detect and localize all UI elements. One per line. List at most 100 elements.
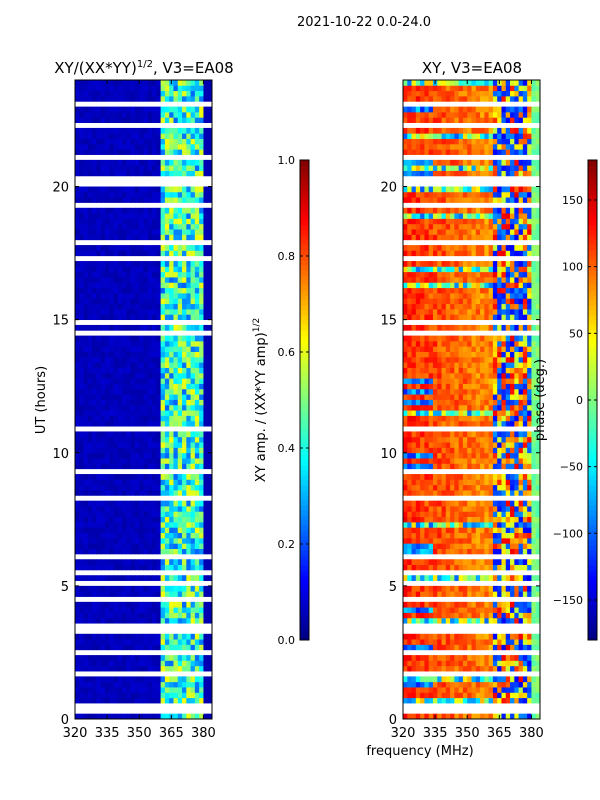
heatmap-cell — [407, 575, 412, 581]
heatmap-cell — [437, 601, 442, 608]
heatmap-cell — [156, 692, 162, 699]
heatmap-cell — [510, 532, 515, 539]
heatmap-cell — [432, 490, 438, 496]
heatmap-cell — [403, 356, 408, 363]
heatmap-cell — [87, 394, 93, 400]
heatmap-cell — [83, 234, 89, 241]
heatmap-cell — [190, 559, 196, 565]
heatmap-cell — [177, 506, 183, 512]
heatmap-cell — [501, 410, 507, 416]
heatmap-cell — [134, 436, 140, 443]
heatmap-cell — [531, 474, 537, 480]
heatmap-cell — [458, 372, 464, 379]
heatmap-cell — [139, 378, 144, 384]
heatmap-cell — [87, 303, 93, 310]
heatmap-cell — [173, 490, 179, 496]
heatmap-cell — [428, 585, 434, 592]
heatmap-cell — [177, 346, 183, 352]
heatmap-cell — [407, 713, 412, 720]
heatmap-cell — [432, 410, 438, 416]
heatmap-cell — [527, 346, 532, 352]
heatmap-cell — [441, 655, 447, 661]
heatmap-cell — [83, 601, 89, 608]
heatmap-cell — [190, 681, 196, 688]
heatmap-cell — [143, 415, 149, 422]
heatmap-cell — [147, 362, 153, 368]
heatmap-cell — [450, 442, 455, 448]
heatmap-cell — [424, 500, 430, 507]
heatmap-cell — [403, 601, 408, 608]
heatmap-cell — [432, 697, 438, 704]
heatmap-cell — [407, 506, 412, 512]
heatmap-cell — [182, 537, 187, 544]
heatmap-cell — [415, 521, 421, 528]
heatmap-cell — [87, 479, 93, 486]
heatmap-cell — [415, 415, 421, 422]
heatmap-cell — [420, 410, 425, 416]
heatmap-cell — [488, 692, 494, 699]
heatmap-cell — [203, 90, 209, 97]
heatmap-cell — [109, 713, 114, 720]
heatmap-cell — [134, 665, 140, 672]
heatmap-cell — [467, 617, 472, 624]
heatmap-cell — [83, 639, 89, 645]
heatmap-cell — [83, 532, 89, 539]
heatmap-cell — [467, 335, 472, 342]
heatmap-cell — [117, 506, 123, 512]
heatmap-cell — [117, 229, 123, 235]
heatmap-cell — [164, 575, 170, 581]
heatmap-cell — [122, 143, 127, 150]
heatmap-cell — [467, 474, 472, 480]
heatmap-cell — [83, 367, 89, 374]
heatmap-cell — [130, 500, 136, 507]
heatmap-cell — [83, 85, 89, 92]
heatmap-cell — [437, 591, 442, 597]
heatmap-cell — [83, 564, 89, 571]
heatmap-cell — [117, 484, 123, 491]
heatmap-cell — [411, 601, 417, 608]
heatmap-cell — [113, 644, 119, 651]
heatmap-cell — [173, 197, 179, 203]
heatmap-cell — [113, 676, 119, 683]
heatmap-cell — [143, 537, 149, 544]
heatmap-cell — [160, 111, 166, 118]
heatmap-cell — [492, 697, 498, 704]
heatmap-cell — [505, 511, 511, 518]
heatmap-cell — [173, 362, 179, 368]
heatmap-cell — [75, 197, 80, 203]
heatmap-cell — [203, 484, 209, 491]
heatmap-cell — [169, 372, 174, 379]
heatmap-cell — [126, 394, 132, 400]
heatmap-cell — [424, 617, 430, 624]
heatmap-cell — [403, 676, 408, 683]
heatmap-cell — [79, 431, 84, 438]
heatmap-cell — [424, 612, 430, 619]
heatmap-cell — [514, 484, 519, 491]
heatmap-cell — [190, 143, 196, 150]
heatmap-cell — [518, 697, 524, 704]
heatmap-cell — [194, 420, 200, 427]
heatmap-cell — [156, 591, 162, 597]
heatmap-cell — [203, 138, 209, 145]
heatmap-cell — [143, 266, 149, 273]
heatmap-cell — [87, 372, 93, 379]
heatmap-cell — [203, 404, 209, 411]
heatmap-cell — [147, 404, 153, 411]
heatmap-cell — [432, 639, 438, 645]
heatmap-cell — [113, 617, 119, 624]
heatmap-cell — [441, 372, 447, 379]
heatmap-cell — [139, 436, 144, 443]
heatmap-cell — [100, 80, 106, 86]
heatmap-cell — [186, 287, 191, 294]
heatmap-cell — [182, 601, 187, 608]
heatmap-cell — [207, 324, 213, 331]
heatmap-cell — [415, 410, 421, 416]
heatmap-cell — [403, 527, 408, 534]
heatmap-cell — [415, 490, 421, 496]
heatmap-cell — [143, 133, 149, 139]
heatmap-cell — [126, 314, 132, 321]
heatmap-cell — [87, 271, 93, 278]
heatmap-cell — [173, 420, 179, 427]
heatmap-cell — [190, 404, 196, 411]
heatmap-cell — [173, 138, 179, 145]
